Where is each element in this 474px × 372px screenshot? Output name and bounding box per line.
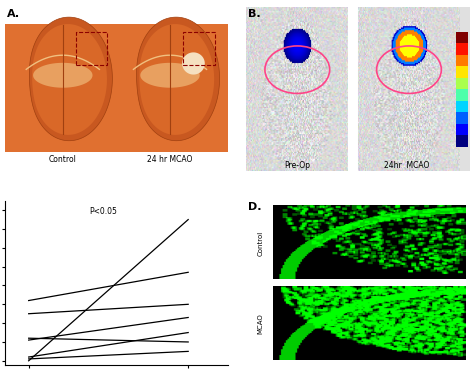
Text: B.: B. xyxy=(248,9,261,19)
Polygon shape xyxy=(182,52,205,74)
FancyBboxPatch shape xyxy=(5,24,228,152)
Polygon shape xyxy=(140,63,200,88)
Text: 24 hr MCAO: 24 hr MCAO xyxy=(147,155,193,164)
Bar xyxy=(183,32,215,65)
Text: MCAO: MCAO xyxy=(258,313,264,334)
Polygon shape xyxy=(29,17,112,141)
Text: Pre-Op: Pre-Op xyxy=(284,161,310,170)
Bar xyxy=(76,32,108,65)
Text: Control: Control xyxy=(49,155,77,164)
Polygon shape xyxy=(32,24,107,135)
Polygon shape xyxy=(139,24,214,135)
Polygon shape xyxy=(33,63,92,88)
Text: P<0.05: P<0.05 xyxy=(90,207,118,216)
Text: 24hr  MCAO: 24hr MCAO xyxy=(384,161,429,170)
Text: D.: D. xyxy=(248,202,262,212)
Text: A.: A. xyxy=(7,9,20,19)
Polygon shape xyxy=(137,17,219,141)
Text: Control: Control xyxy=(258,231,264,256)
